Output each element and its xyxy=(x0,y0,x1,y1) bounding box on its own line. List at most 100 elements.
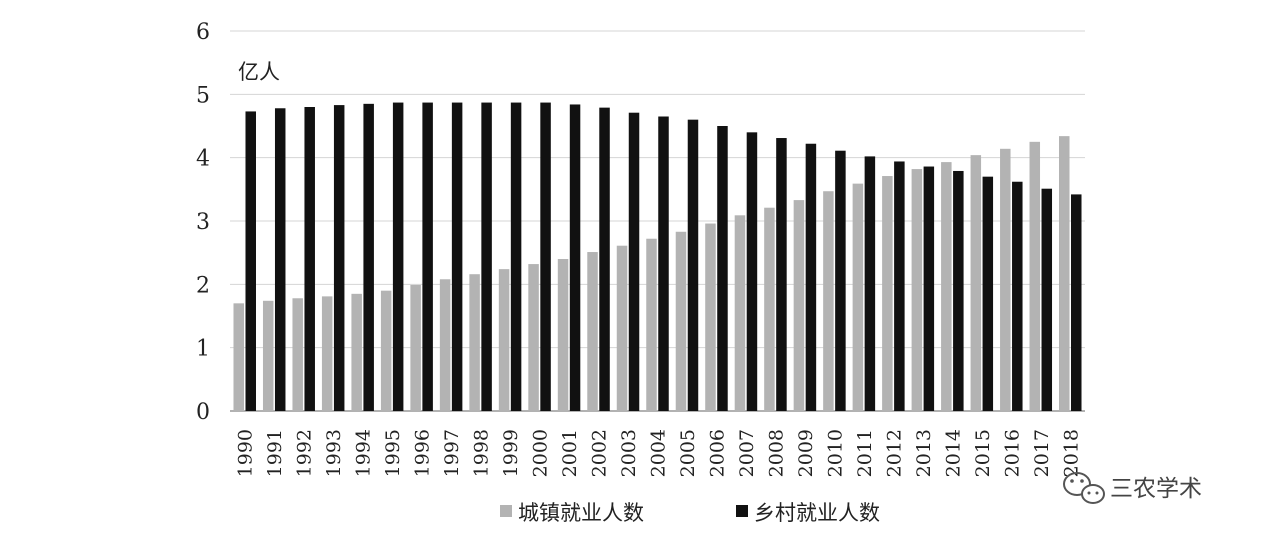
bar-urban xyxy=(469,274,480,411)
x-tick-label: 1999 xyxy=(500,429,522,477)
bar-urban xyxy=(410,284,421,411)
x-tick-label: 2008 xyxy=(765,429,787,477)
bar-urban xyxy=(262,300,274,411)
legend-label-urban: 城镇就业人数 xyxy=(518,501,644,525)
bar-urban xyxy=(351,293,362,411)
bar-rural xyxy=(304,107,315,411)
bar-urban xyxy=(764,207,775,411)
bar-urban xyxy=(823,191,834,411)
bar-rural xyxy=(1071,194,1082,411)
bar-urban xyxy=(587,252,598,411)
bar-rural xyxy=(599,107,610,411)
x-tick-label: 2015 xyxy=(972,429,994,477)
legend-swatch-urban xyxy=(500,505,512,517)
bar-rural xyxy=(569,104,581,411)
y-tick-label: 2 xyxy=(196,273,210,298)
bars xyxy=(233,102,1082,412)
x-tick-label: 1998 xyxy=(471,429,493,477)
x-tick-label: 1990 xyxy=(235,429,257,477)
bar-rural xyxy=(717,126,728,411)
bar-urban xyxy=(292,298,303,411)
bar-rural xyxy=(953,170,964,411)
bar-urban xyxy=(793,200,805,411)
legend-label-rural: 乡村就业人数 xyxy=(754,501,880,525)
x-tick-label: 2010 xyxy=(824,429,846,477)
x-tick-label: 1993 xyxy=(323,429,345,477)
bar-urban xyxy=(439,279,451,411)
bar-rural xyxy=(245,111,256,411)
y-axis-unit-label: 亿人 xyxy=(238,60,280,84)
bar-rural xyxy=(422,102,433,412)
x-tick-label: 2013 xyxy=(913,429,935,477)
x-tick-label: 2011 xyxy=(854,429,876,477)
x-tick-label: 2007 xyxy=(736,429,758,477)
bar-urban xyxy=(852,183,864,411)
x-tick-label: 2009 xyxy=(795,429,817,477)
bar-rural xyxy=(451,102,463,412)
bar-urban xyxy=(911,169,923,411)
x-tick-label: 2014 xyxy=(942,429,964,477)
x-tick-label: 2017 xyxy=(1031,429,1053,477)
x-tick-label: 1994 xyxy=(353,429,375,477)
x-tick-label: 1995 xyxy=(382,429,404,477)
x-tick-label: 2005 xyxy=(677,429,699,477)
x-tick-label: 1991 xyxy=(264,429,286,477)
bar-urban xyxy=(498,269,510,411)
bar-urban xyxy=(705,223,716,411)
bar-rural xyxy=(540,102,551,412)
y-tick-label: 6 xyxy=(196,20,210,45)
bar-rural xyxy=(510,102,522,412)
y-tick-label: 1 xyxy=(196,337,210,362)
bar-urban xyxy=(646,238,657,411)
bar-rural xyxy=(274,108,286,412)
bar-rural xyxy=(864,156,876,411)
bar-rural xyxy=(363,103,374,411)
bar-rural xyxy=(687,119,699,412)
x-tick-label: 2000 xyxy=(530,429,552,477)
bar-rural xyxy=(1012,181,1023,411)
bar-rural xyxy=(746,132,758,412)
wechat-icon xyxy=(1063,472,1105,504)
bar-urban xyxy=(1059,136,1070,411)
bar-urban xyxy=(675,231,687,411)
bar-urban xyxy=(616,245,628,411)
y-tick-labels: 0 1 2 3 4 5 6 xyxy=(196,20,210,425)
bar-urban xyxy=(528,264,539,411)
bar-rural xyxy=(835,150,846,411)
bar-urban xyxy=(321,296,333,411)
bar-urban xyxy=(970,155,982,411)
bar-rural xyxy=(982,176,994,411)
bar-urban xyxy=(1000,148,1011,412)
x-tick-label: 2001 xyxy=(559,429,581,477)
y-tick-label: 5 xyxy=(196,83,210,108)
x-tick-label: 1996 xyxy=(412,429,434,477)
bar-rural xyxy=(628,112,640,411)
bar-urban xyxy=(882,176,893,411)
bar-urban xyxy=(557,259,569,411)
bar-rural xyxy=(1041,188,1053,411)
x-tick-label: 2002 xyxy=(589,429,611,477)
y-tick-label: 0 xyxy=(196,400,210,425)
x-tick-label: 2012 xyxy=(883,429,905,477)
bar-rural xyxy=(894,161,905,411)
bar-urban xyxy=(941,162,952,411)
x-tick-labels: 1990 1991 1992 1993 1994 1995 1996 1997 1998 1999… xyxy=(235,429,1083,477)
watermark-text: 三农学术 xyxy=(1110,476,1202,502)
bar-urban xyxy=(380,290,392,411)
x-tick-label: 2018 xyxy=(1060,429,1082,477)
watermark: 三农学术 xyxy=(1063,472,1202,504)
y-tick-label: 4 xyxy=(196,147,210,172)
bar-rural xyxy=(658,116,669,411)
x-tick-label: 1992 xyxy=(294,429,316,477)
bar-rural xyxy=(392,102,404,412)
bar-urban xyxy=(734,215,746,411)
bar-rural xyxy=(805,143,817,411)
x-tick-label: 1997 xyxy=(441,429,463,477)
bar-rural xyxy=(776,138,787,412)
bar-rural xyxy=(333,105,345,411)
x-tick-label: 2006 xyxy=(706,429,728,477)
bar-urban xyxy=(233,303,244,411)
x-tick-label: 2003 xyxy=(618,429,640,477)
legend: 城镇就业人数 乡村就业人数 xyxy=(500,501,880,525)
